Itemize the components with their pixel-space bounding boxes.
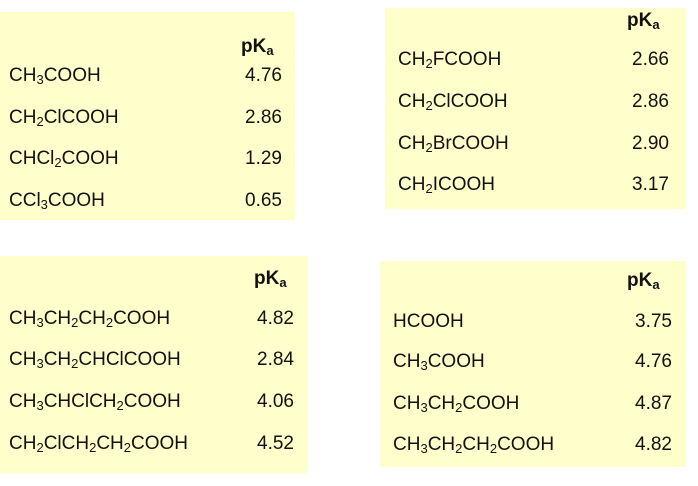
formula-cell: CH3CH2CH2COOH	[393, 434, 555, 456]
formula-cell: CH2BrCOOH	[398, 133, 509, 155]
pka-value: 4.76	[245, 65, 282, 86]
pka-value: 2.66	[632, 49, 669, 70]
formula-cell: CH3CHClCH2COOH	[9, 391, 181, 413]
formula-cell: CH2ICOOH	[398, 174, 495, 196]
pka-value: 2.86	[632, 91, 669, 112]
pka-value: 0.65	[245, 190, 282, 211]
pka-table-haloacetic: pKa CH2FCOOH 2.66 CH2ClCOOH 2.86 CH2BrCO…	[385, 8, 686, 209]
formula-cell: HCOOH	[393, 311, 464, 332]
formula-cell: CH2ClCOOH	[9, 107, 119, 129]
pka-value: 1.29	[245, 148, 282, 169]
formula-cell: CHCl2COOH	[9, 148, 119, 170]
formula-cell: CH2ClCOOH	[398, 91, 508, 113]
pka-value: 4.82	[635, 434, 672, 455]
formula-cell: CH3CH2CHClCOOH	[9, 349, 181, 371]
pka-value: 4.82	[257, 308, 294, 329]
pka-header: pKa	[627, 270, 660, 292]
pka-table-chlorobutanoic: pKa CH3CH2CH2COOH 4.82 CH3CH2CHClCOOH 2.…	[0, 256, 308, 473]
pka-value: 2.86	[245, 107, 282, 128]
formula-cell: CH3COOH	[393, 351, 485, 373]
pka-table-chloroacetic: pKa CH3COOH 4.76 CH2ClCOOH 2.86 CHCl2COO…	[0, 12, 295, 220]
pka-value: 2.90	[632, 133, 669, 154]
formula-cell: CH3CH2COOH	[393, 393, 520, 415]
pka-value: 3.17	[632, 174, 669, 195]
pka-value: 2.84	[257, 349, 294, 370]
pka-value: 3.75	[635, 311, 672, 332]
formula-cell: CH3CH2CH2COOH	[9, 308, 171, 330]
pka-value: 4.76	[635, 351, 672, 372]
formula-cell: CH3COOH	[9, 65, 101, 87]
pka-header: pKa	[627, 10, 660, 32]
pka-table-homologous: pKa HCOOH 3.75 CH3COOH 4.76 CH3CH2COOH 4…	[380, 261, 686, 467]
formula-cell: CH2ClCH2CH2COOH	[9, 433, 188, 455]
formula-cell: CCl3COOH	[9, 190, 105, 212]
pka-value: 4.06	[257, 391, 294, 412]
pka-value: 4.52	[257, 433, 294, 454]
pka-value: 4.87	[635, 393, 672, 414]
formula-cell: CH2FCOOH	[398, 49, 502, 71]
pka-header: pKa	[254, 268, 287, 290]
pka-header: pKa	[241, 36, 274, 58]
